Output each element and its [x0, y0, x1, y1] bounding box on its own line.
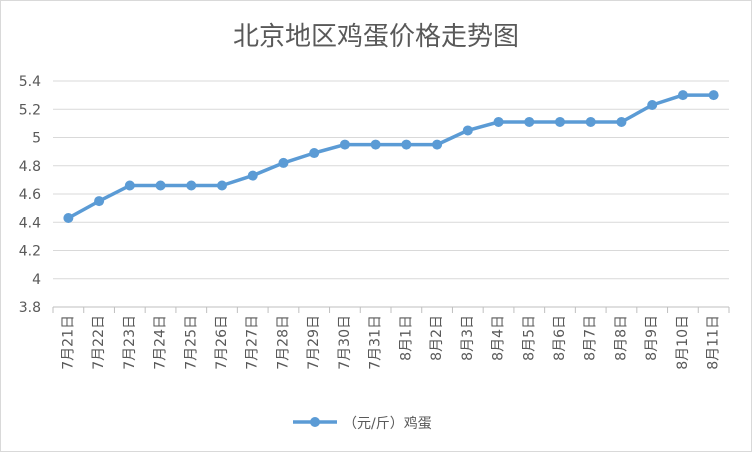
x-tick-label: 8月8日 [613, 315, 629, 361]
data-point [708, 90, 719, 101]
gridlines [53, 80, 729, 280]
data-point [462, 125, 473, 136]
x-tick-label: 7月30日 [337, 315, 353, 370]
x-tick-label: 8月2日 [429, 315, 445, 361]
legend: （元/斤）鸡蛋 [293, 415, 432, 432]
x-tick-label: 7月27日 [245, 315, 261, 370]
x-axis-labels: 7月21日 7月22日 7月23日 7月24日 7月25日 7月26日 7月27日 7月28日… [60, 315, 721, 370]
data-point [555, 116, 565, 127]
data-point [432, 139, 443, 150]
data-point [94, 196, 105, 207]
data-point [647, 100, 658, 111]
x-tick-label: 7月23日 [122, 315, 138, 370]
data-point [401, 139, 412, 150]
chart-title: 北京地区鸡蛋价格走势图 [233, 22, 519, 52]
x-tick-label: 7月29日 [306, 315, 322, 370]
data-point [677, 90, 688, 101]
legend-label: （元/斤）鸡蛋 [343, 415, 432, 432]
x-tick-label: 8月5日 [521, 315, 537, 361]
data-point [585, 116, 596, 127]
data-point [309, 148, 320, 159]
data-point [217, 180, 227, 191]
y-tick-label: 5 [32, 131, 41, 147]
y-tick-label: 4 [32, 272, 41, 288]
data-point [186, 180, 197, 191]
series-layer [63, 90, 719, 224]
data-point [247, 170, 258, 181]
x-tick-label: 7月28日 [275, 315, 291, 370]
x-tick-label: 7月25日 [183, 315, 199, 370]
x-tick-label: 7月31日 [368, 315, 384, 370]
y-tick-label: 3.8 [19, 300, 41, 316]
x-tick-label: 8月3日 [460, 315, 476, 361]
y-tick-label: 4.6 [19, 187, 41, 203]
x-tick-label: 8月4日 [491, 315, 507, 361]
data-point [524, 116, 535, 127]
data-point [155, 180, 166, 191]
y-tick-label: 5.2 [19, 102, 41, 118]
x-tick-label: 8月9日 [644, 315, 660, 361]
data-point [278, 157, 289, 168]
x-tick-label: 8月6日 [552, 315, 568, 361]
y-tick-label: 4.8 [19, 159, 41, 175]
x-tick-label: 7月24日 [153, 315, 169, 370]
x-tick-label: 8月11日 [706, 315, 722, 370]
y-axis-labels: 3.8 4 4.2 4.4 4.6 4.8 5 5.2 5.4 [19, 74, 41, 316]
x-tick-label: 8月7日 [583, 315, 599, 361]
x-tick-label: 7月21日 [60, 315, 76, 370]
y-tick-label: 4.2 [19, 244, 41, 260]
x-tick-label: 7月26日 [214, 315, 230, 370]
x-tick-label: 8月1日 [398, 315, 414, 361]
data-point [616, 116, 627, 127]
x-tick-label: 7月22日 [91, 315, 107, 370]
data-point [370, 139, 381, 150]
data-point [339, 139, 350, 150]
x-axis [52, 306, 730, 313]
data-point [124, 180, 135, 191]
legend-marker-icon [310, 417, 320, 427]
series-line [66, 93, 716, 220]
data-point [63, 213, 74, 224]
x-tick-label: 8月10日 [675, 315, 691, 370]
y-tick-label: 4.4 [19, 215, 41, 231]
y-tick-label: 5.4 [19, 74, 41, 90]
data-point [493, 116, 504, 127]
